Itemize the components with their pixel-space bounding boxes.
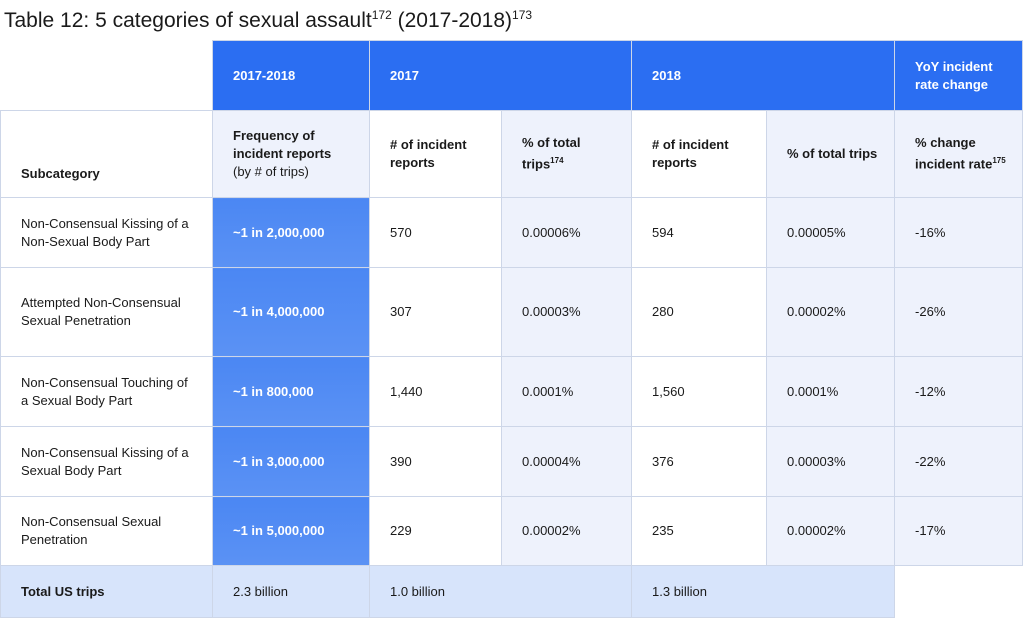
cell: ~1 in 5,000,000 xyxy=(212,496,370,566)
empty-cell xyxy=(894,565,1023,618)
cell: 229 xyxy=(369,496,502,566)
cell: 307 xyxy=(369,267,502,357)
data-row: Non-Consensual Kissing of a Non-Sexual B… xyxy=(0,197,1024,268)
group-header-row: 2017-2018 2017 2018 YoY incident rate ch… xyxy=(0,40,1024,111)
column-header: % of total trips174 xyxy=(500,110,633,198)
cell: -17% xyxy=(894,496,1024,566)
cell: ~1 in 4,000,000 xyxy=(212,267,370,357)
cell: 0.00002% xyxy=(766,496,896,566)
header-text: % change incident rate xyxy=(915,135,993,172)
cell: ~1 in 2,000,000 xyxy=(212,197,370,268)
header-text: % of total trips xyxy=(522,135,581,172)
footnote-ref: 173 xyxy=(512,8,533,22)
title: Table 12: 5 categories of sexual assault… xyxy=(4,0,532,36)
column-header: Frequency of incident reports (by # of tr… xyxy=(212,110,370,198)
group-header: 2017 xyxy=(368,40,633,111)
cell: 0.0001% xyxy=(500,356,633,427)
data-row: Non-Consensual Kissing of a Sexual Body … xyxy=(0,426,1024,497)
cell: 0.0001% xyxy=(766,356,896,427)
empty-cell xyxy=(0,40,213,111)
cell: ~1 in 800,000 xyxy=(212,356,370,427)
total-label: Total US trips xyxy=(0,565,213,618)
group-header: 2018 xyxy=(631,40,896,111)
cell: ~1 in 3,000,000 xyxy=(212,426,370,497)
column-header: # of incident reports xyxy=(369,110,502,198)
cell: 1,440 xyxy=(369,356,502,427)
cell: 235 xyxy=(631,496,768,566)
column-header-row: Subcategory Frequency of incident reports… xyxy=(0,110,1024,198)
cell: -22% xyxy=(894,426,1024,497)
column-header: Subcategory xyxy=(0,110,213,198)
header-note: (by # of trips) xyxy=(233,164,309,179)
header-text: Frequency of incident reports xyxy=(233,128,332,161)
header-text: % of total trips xyxy=(787,146,878,161)
cell: 376 xyxy=(631,426,768,497)
footnote-ref: 174 xyxy=(550,156,564,166)
row-label: Non-Consensual Kissing of a Sexual Body … xyxy=(0,426,213,497)
table: 2017-2018 2017 2018 YoY incident rate ch… xyxy=(0,40,1024,618)
header-text: Subcategory xyxy=(21,166,100,181)
footnote-ref: 175 xyxy=(992,156,1006,166)
cell: 0.00004% xyxy=(500,426,633,497)
title-text: Table 12: 5 categories of sexual assault xyxy=(4,9,372,32)
data-row: Non-Consensual Sexual Penetration ~1 in 5… xyxy=(0,496,1024,566)
cell: 390 xyxy=(369,426,502,497)
data-row: Attempted Non-Consensual Sexual Penetrat… xyxy=(0,267,1024,357)
cell: 280 xyxy=(631,267,768,357)
column-header: % change incident rate175 xyxy=(894,110,1024,198)
cell: 594 xyxy=(631,197,768,268)
header-text: # of incident reports xyxy=(652,137,729,170)
cell: 0.00003% xyxy=(500,267,633,357)
group-header: 2017-2018 xyxy=(212,40,370,111)
column-header: % of total trips xyxy=(766,110,896,198)
footnote-ref: 172 xyxy=(371,8,392,22)
title-years: (2017-2018) xyxy=(397,9,513,32)
header-text: # of incident reports xyxy=(390,137,467,170)
cell: -12% xyxy=(894,356,1024,427)
data-row: Non-Consensual Touching of a Sexual Body… xyxy=(0,356,1024,427)
cell: 1,560 xyxy=(631,356,768,427)
row-label: Non-Consensual Kissing of a Non-Sexual B… xyxy=(0,197,213,268)
total-cell: 2.3 billion xyxy=(212,565,370,618)
row-label: Non-Consensual Touching of a Sexual Body… xyxy=(0,356,213,427)
total-row: Total US trips 2.3 billion 1.0 billion 1.3 … xyxy=(0,565,1023,618)
cell: 0.00003% xyxy=(766,426,896,497)
cell: 0.00006% xyxy=(500,197,633,268)
column-header: # of incident reports xyxy=(631,110,768,198)
cell: -16% xyxy=(894,197,1024,268)
total-cell: 1.0 billion xyxy=(368,565,633,618)
group-header: YoY incident rate change xyxy=(894,40,1024,111)
row-label: Non-Consensual Sexual Penetration xyxy=(0,496,213,566)
cell: 0.00005% xyxy=(766,197,896,268)
total-cell: 1.3 billion xyxy=(631,565,896,618)
cell: 0.00002% xyxy=(766,267,896,357)
cell: 570 xyxy=(369,197,502,268)
row-label: Attempted Non-Consensual Sexual Penetrat… xyxy=(0,267,213,357)
cell: 0.00002% xyxy=(500,496,633,566)
cell: -26% xyxy=(894,267,1024,357)
